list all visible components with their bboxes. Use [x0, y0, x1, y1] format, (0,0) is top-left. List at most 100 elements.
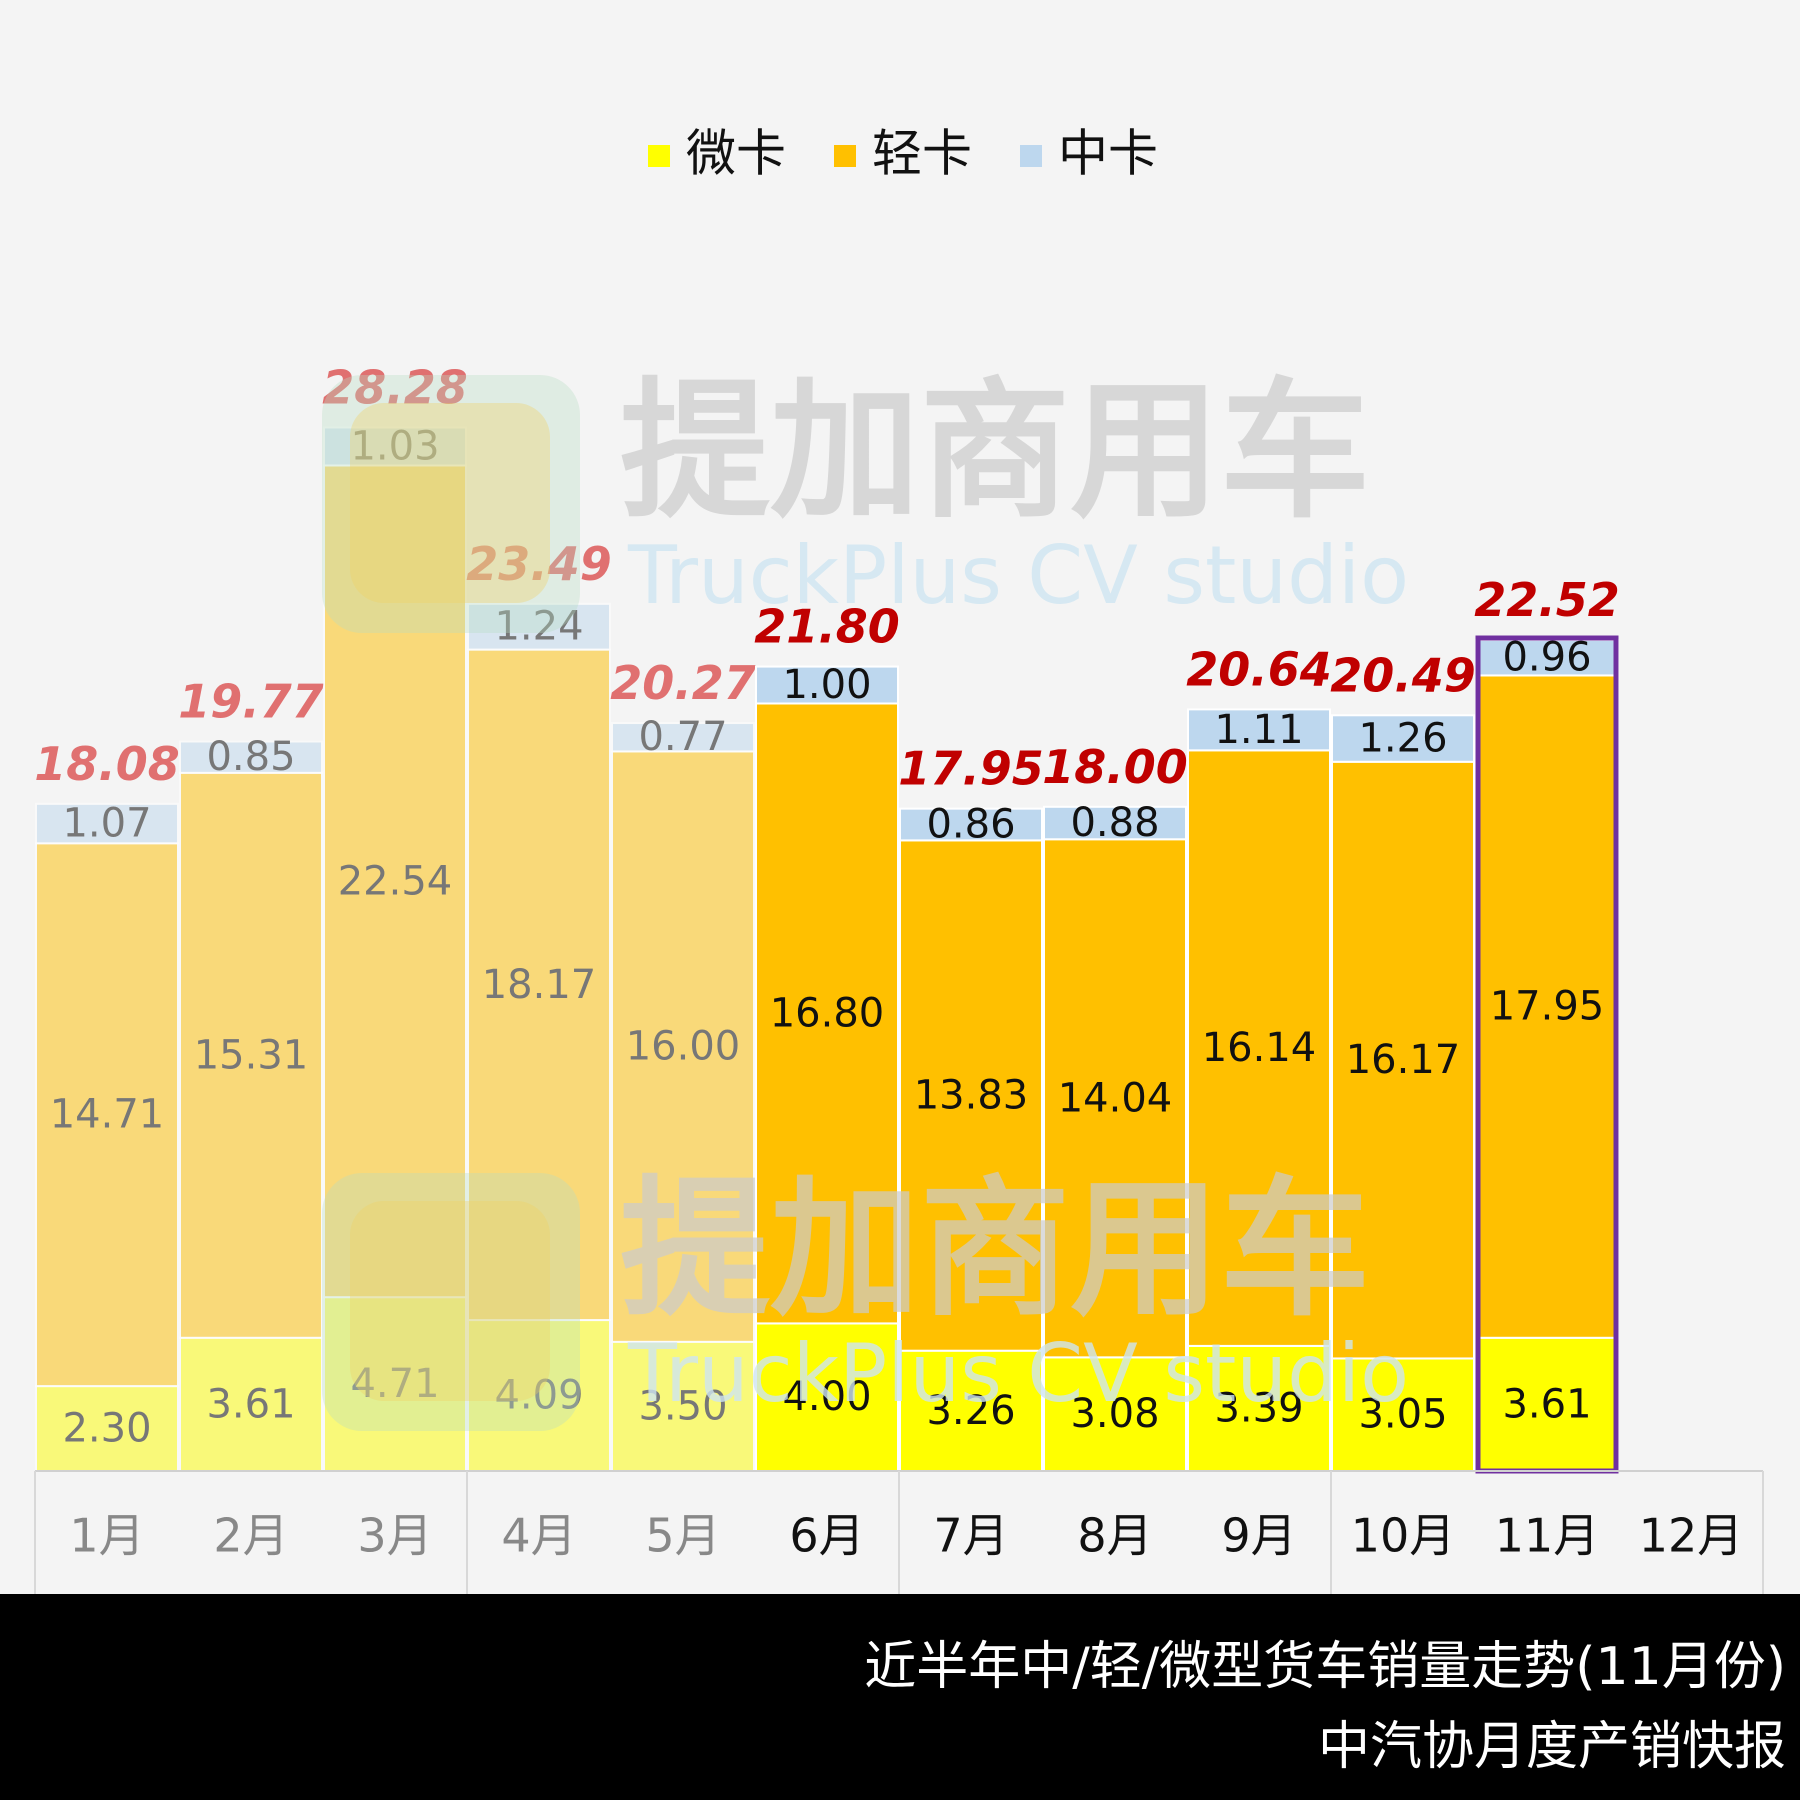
- footer-title: 近半年中/轻/微型货车销量走势(11月份): [864, 1637, 1786, 1697]
- segment-label: 16.14: [1202, 1025, 1317, 1071]
- segment-label: 16.80: [770, 990, 885, 1036]
- total-label: 22.52: [1474, 573, 1620, 627]
- segment-label: 18.17: [482, 962, 597, 1008]
- bar-segment: [35, 802, 179, 845]
- watermark-text-en: TruckPlus CV studio: [627, 1327, 1409, 1420]
- month-label: 4月: [501, 1509, 576, 1563]
- bar-segment: [323, 426, 467, 467]
- bar-segment: [179, 740, 323, 774]
- segment-label: 3.05: [1358, 1392, 1447, 1438]
- bar-segment: [323, 1296, 467, 1473]
- month-label: 7月: [933, 1509, 1008, 1563]
- segment-label: 4.00: [782, 1374, 871, 1420]
- segment-label: 0.86: [926, 802, 1015, 848]
- segment-label: 0.85: [206, 734, 295, 780]
- segment-label: 14.04: [1058, 1075, 1173, 1121]
- segment-label: 1.07: [62, 801, 151, 847]
- watermark-logo-inner: [350, 403, 550, 603]
- segment-label: 4.71: [350, 1361, 439, 1407]
- bar-segment: [611, 750, 755, 1343]
- bar-segment: [35, 1385, 179, 1473]
- total-label: 20.27: [610, 656, 756, 710]
- bar-segment: [899, 839, 1043, 1352]
- watermark-logo: [322, 1173, 580, 1431]
- total-label: 17.95: [898, 742, 1044, 796]
- total-label: 19.77: [178, 674, 324, 728]
- footer-source: 中汽协月度产销快报: [1317, 1717, 1786, 1777]
- total-label: 20.64: [1186, 642, 1332, 696]
- month-label: 1月: [69, 1509, 144, 1563]
- segment-label: 0.96: [1502, 635, 1591, 681]
- bar-segment: [467, 1319, 611, 1472]
- month-label: 5月: [645, 1509, 720, 1563]
- segment-label: 14.71: [50, 1092, 165, 1138]
- segment-label: 3.08: [1070, 1391, 1159, 1437]
- legend-swatch: [834, 145, 856, 167]
- watermark-logo-inner: [350, 1201, 550, 1401]
- watermark-text-cn: 提加商用车: [620, 365, 1370, 539]
- bar-segment: [611, 722, 755, 753]
- segment-label: 1.00: [782, 662, 871, 708]
- month-label: 10月: [1351, 1509, 1456, 1563]
- segment-label: 1.11: [1214, 707, 1303, 753]
- bar-segment: [611, 1340, 755, 1472]
- total-label: 18.00: [1042, 740, 1188, 794]
- total-label: 28.28: [322, 360, 468, 414]
- segment-label: 22.54: [338, 858, 453, 904]
- bar-segment: [755, 665, 899, 705]
- legend-label: 轻卡: [872, 125, 972, 183]
- legend-swatch: [648, 145, 670, 167]
- bar-segment: [1187, 749, 1331, 1347]
- segment-label: 2.30: [62, 1406, 151, 1452]
- month-label: 2月: [213, 1509, 288, 1563]
- segment-label: 0.77: [638, 714, 727, 760]
- segment-label: 13.83: [914, 1073, 1029, 1119]
- footer-bar: 近半年中/轻/微型货车销量走势(11月份) 中汽协月度产销快报: [0, 1594, 1800, 1800]
- segment-label: 3.61: [1502, 1381, 1591, 1427]
- segment-label: 3.50: [638, 1383, 727, 1429]
- month-label: 12月: [1639, 1509, 1744, 1563]
- bar-segment: [1331, 760, 1475, 1360]
- segment-label: 1.03: [350, 423, 439, 469]
- watermark-text-cn: 提加商用车: [620, 1163, 1370, 1337]
- watermark-logo: [322, 375, 580, 633]
- bar-segment: [1187, 1344, 1331, 1473]
- segment-label: 3.26: [926, 1388, 1015, 1434]
- segment-label: 17.95: [1490, 984, 1605, 1030]
- segment-label: 16.00: [626, 1024, 741, 1070]
- legend-label: 微卡: [686, 125, 786, 183]
- bar-segment: [899, 807, 1043, 842]
- total-label: 23.49: [466, 537, 612, 591]
- bar-segment: [899, 1349, 1043, 1473]
- total-label: 21.80: [754, 600, 900, 654]
- segment-label: 3.61: [206, 1381, 295, 1427]
- bar-segment: [1043, 1356, 1187, 1473]
- bar-segment: [1475, 674, 1619, 1339]
- bar-segment: [323, 464, 467, 1299]
- month-label: 11月: [1495, 1509, 1600, 1563]
- segment-label: 1.24: [494, 604, 583, 650]
- total-label: 18.08: [34, 737, 180, 791]
- month-label: 3月: [357, 1509, 432, 1563]
- segment-label: 1.26: [1358, 716, 1447, 762]
- segment-label: 15.31: [194, 1032, 309, 1078]
- segment-label: 4.09: [494, 1373, 583, 1419]
- legend-label: 中卡: [1058, 125, 1158, 183]
- x-axis: 1月2月3月4月5月6月7月8月9月10月11月12月Q1Q2Q3Q4: [34, 1470, 1764, 1669]
- total-label: 20.49: [1330, 648, 1476, 702]
- legend-swatch: [1020, 145, 1042, 167]
- bar-segment: [467, 648, 611, 1322]
- bar-segment: [1331, 1357, 1475, 1472]
- legend: 微卡 轻卡 中卡: [648, 125, 1158, 183]
- bar-segment: [179, 771, 323, 1339]
- bar-segment: [755, 702, 899, 1325]
- segment-label: 16.17: [1346, 1037, 1461, 1083]
- bar-segment: [1043, 838, 1187, 1359]
- bar-segment: [1331, 714, 1475, 763]
- bar-segment: [1187, 708, 1331, 752]
- segment-label: 3.39: [1214, 1385, 1303, 1431]
- month-label: 8月: [1077, 1509, 1152, 1563]
- bar-segment: [1043, 805, 1187, 841]
- bars-layer: 2.30 14.71 1.07 18.08 3.61 15.31 0.85 19.77 4.71…: [34, 360, 1620, 1474]
